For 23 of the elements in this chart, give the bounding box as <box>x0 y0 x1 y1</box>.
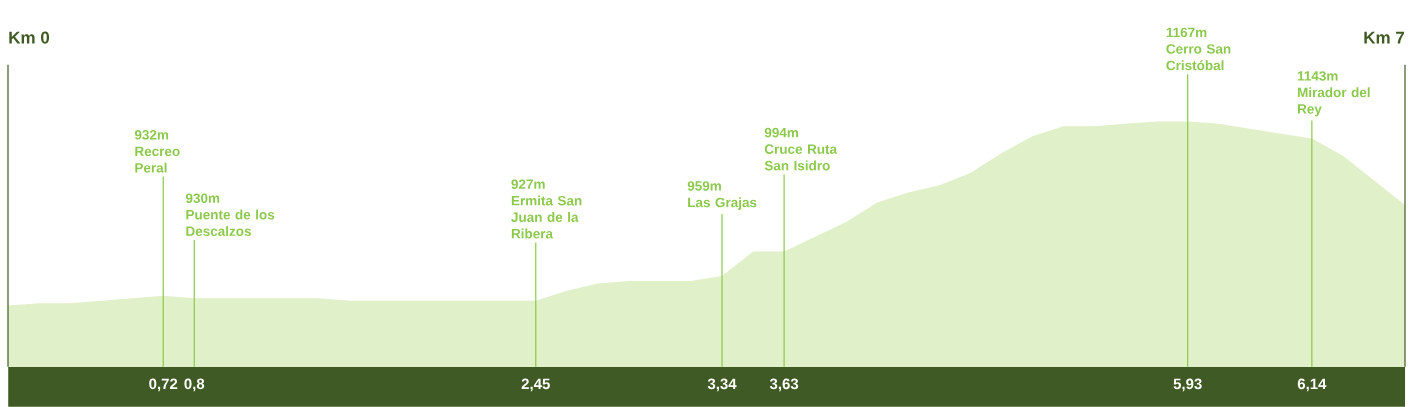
x-tick-label: 6,14 <box>1297 378 1327 392</box>
text: 1167m <box>1166 27 1207 38</box>
annotation: 959m <box>687 181 721 191</box>
annotation: Ermita San Juan de la Ribera <box>511 195 582 239</box>
x-tick-label: 2,45 <box>521 378 550 392</box>
text: Mirador del Rey <box>1297 87 1370 117</box>
x-tick-label: 0,8 <box>184 378 205 392</box>
x-tick-label: 5,93 <box>1173 378 1202 392</box>
annotation: Las Grajas <box>688 197 757 210</box>
x-tick-label: 3,63 <box>769 378 799 392</box>
annotation: Recreo Peral <box>135 146 180 173</box>
text: 1143m <box>1297 71 1338 81</box>
annotation: 932m <box>134 130 169 140</box>
text: Cerro San Cristóbal <box>1166 44 1231 71</box>
annotation: 927m <box>511 179 545 189</box>
annotation: Puente de los Descalzos <box>186 209 275 236</box>
annotation: 930m <box>185 193 220 204</box>
text: Km 0 <box>9 31 50 44</box>
x-tick-label: 0,72 <box>149 378 178 392</box>
x-tick-label: 3,34 <box>707 378 737 392</box>
annotation: 994m <box>764 127 798 138</box>
text: Km 7 <box>1364 31 1405 44</box>
annotation: Cruce Ruta San Isidro <box>764 144 838 171</box>
